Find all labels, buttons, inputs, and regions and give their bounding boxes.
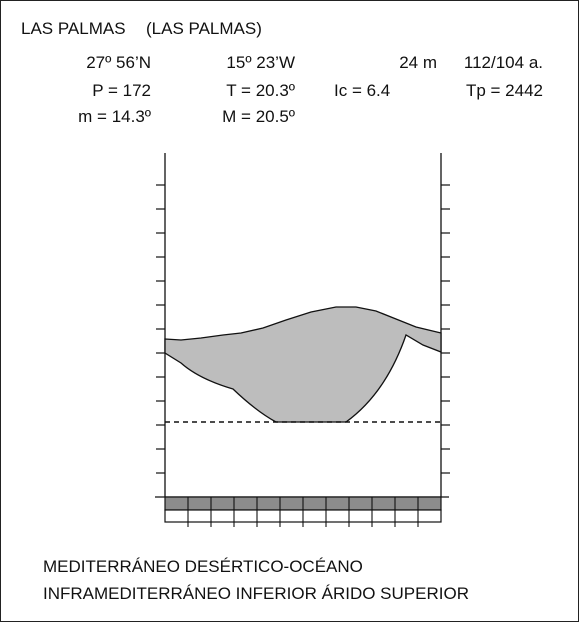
axis-ticks	[156, 184, 450, 474]
continentality-index: Ic = 6.4	[334, 81, 391, 100]
bioclimate-label: MEDITERRÁNEO DESÉRTICO-OCÉANO	[43, 557, 363, 576]
positive-temperature: Tp = 2442	[465, 81, 543, 100]
station-name: LAS PALMAS	[21, 19, 126, 38]
latitude: 27º 56’N	[86, 53, 151, 72]
province-name: (LAS PALMAS)	[146, 19, 262, 38]
month-dividers	[187, 497, 419, 527]
max-coldest-month: M = 20.5º	[222, 107, 295, 126]
annual-mean-temperature: T = 20.3º	[226, 81, 295, 100]
temperature-precipitation-area	[164, 306, 442, 423]
min-coldest-month: m = 14.3º	[78, 107, 151, 126]
bioclimatic-belt-label: INFRAMEDITERRÁNEO INFERIOR ÁRIDO SUPERIO…	[43, 584, 469, 603]
years-of-record: 112/104 a.	[463, 53, 543, 72]
longitude: 15º 23’W	[226, 53, 295, 72]
annual-precipitation: P = 172	[92, 81, 151, 100]
altitude: 24 m	[399, 53, 437, 72]
